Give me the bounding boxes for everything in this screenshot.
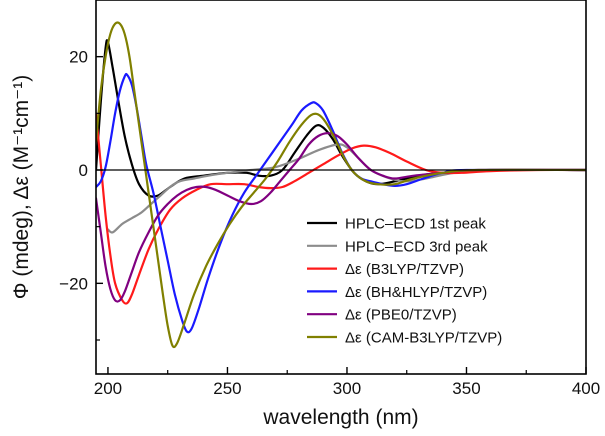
series-line-1 (96, 40, 586, 197)
y-tick-label: 20 (69, 48, 88, 67)
x-tick-label: 200 (94, 379, 122, 398)
x-axis-title: wavelength (nm) (262, 406, 418, 429)
series-line-6 (96, 23, 586, 348)
x-axis-ticks: 200 250 300 350 400 (94, 367, 600, 398)
x-tick-label: 250 (213, 379, 241, 398)
legend-label-3: Δε (B3LYP/TZVP) (345, 261, 464, 278)
legend-label-2: HPLC–ECD 3rd peak (345, 238, 488, 255)
legend: HPLC–ECD 1st peak HPLC–ECD 3rd peak Δε (B3… (307, 216, 502, 347)
x-tick-label: 400 (572, 379, 600, 398)
legend-label-4: Δε (BH&HLYP/TZVP) (345, 284, 487, 301)
series-layer (96, 23, 586, 348)
legend-label-1: HPLC–ECD 1st peak (345, 216, 486, 233)
legend-label-6: Δε (CAM-B3LYP/TZVP) (345, 330, 502, 347)
series-line-5 (96, 133, 586, 301)
x-tick-label: 350 (452, 379, 480, 398)
legend-label-5: Δε (PBE0/TZVP) (345, 307, 457, 324)
ecd-chart: 200 250 300 350 400 −20 0 20 wavelength (nm) Φ… (0, 0, 605, 436)
y-tick-label: 0 (79, 161, 88, 180)
x-tick-label: 300 (333, 379, 361, 398)
y-axis-title: Φ (mdeg), Δε (M⁻¹cm⁻¹) (10, 75, 33, 299)
series-line-3 (96, 113, 586, 303)
y-tick-label: −20 (59, 274, 88, 293)
